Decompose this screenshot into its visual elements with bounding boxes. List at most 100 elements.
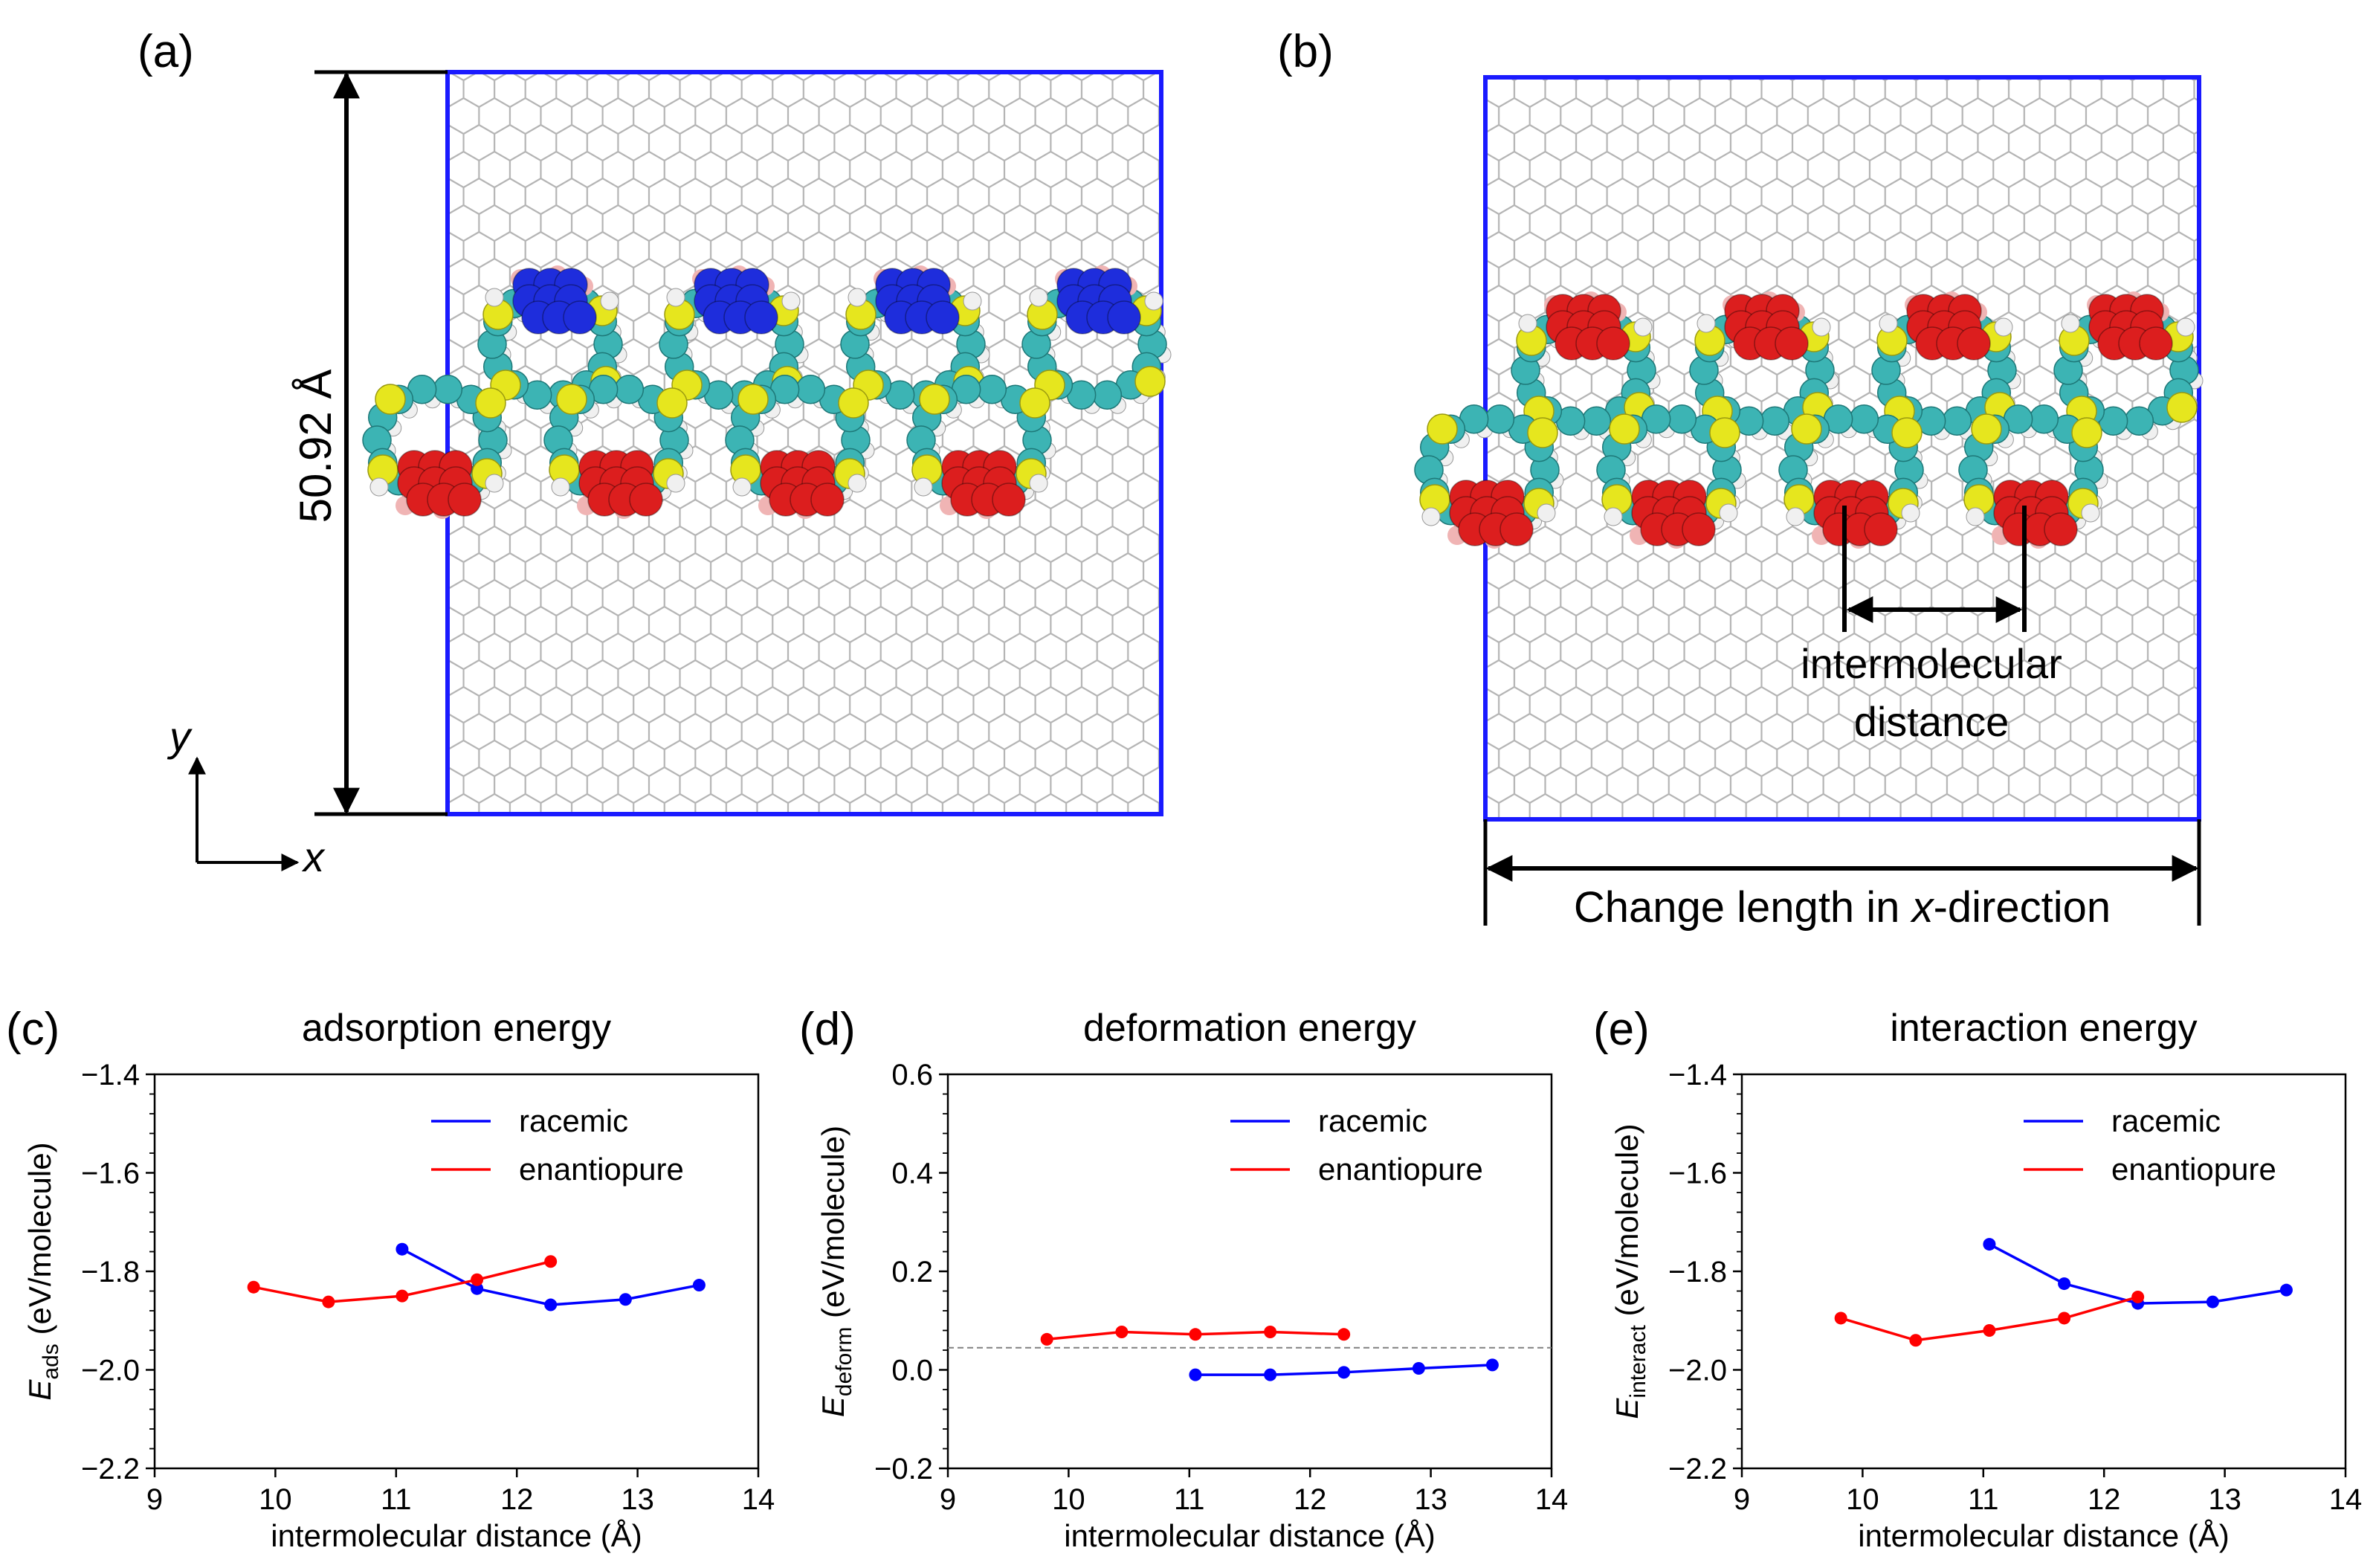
data-point-enantiopure [1834, 1311, 1847, 1325]
molecule-b-bottom-1-sulfur [1709, 417, 1740, 448]
data-point-racemic [1983, 1238, 1996, 1251]
molecule-a-top-3-hydrogen [1144, 291, 1163, 311]
molecule-b-top-1-hydrogen [1812, 317, 1831, 337]
data-point-racemic [2058, 1277, 2071, 1291]
molecule-a-top-0-hydrogen [600, 291, 619, 311]
x-tick-label: 11 [381, 1483, 412, 1516]
molecule-b-top-3-sulfur [2166, 392, 2198, 423]
molecule-a-top-2-hydrogen [848, 288, 867, 307]
molecule-a-bottom-2-sulfur [838, 387, 869, 419]
y-axis-symbol: E [816, 1396, 850, 1417]
molecule-a-bottom-2-core-atom [810, 483, 845, 517]
x-tick-label: 10 [1846, 1483, 1879, 1516]
x-axis-label: intermolecular distance (Å) [1858, 1518, 2230, 1553]
data-point-enantiopure [247, 1280, 260, 1294]
x-tick-label: 10 [259, 1483, 292, 1516]
molecule-b-bottom-1-hydrogen [1719, 503, 1738, 523]
molecule-a-bottom-1-sulfur [556, 384, 587, 415]
molecule-b-bottom-3-sulfur [1971, 413, 2002, 445]
molecule-a-bottom-1-core-atom [629, 483, 663, 517]
molecule-b-top-1-carbon [1760, 406, 1790, 436]
axis-x-label: x [301, 833, 326, 880]
molecule-a-bottom-3-carbon [977, 375, 1007, 404]
data-point-enantiopure [1337, 1328, 1351, 1341]
y-axis-subscript: deform [832, 1327, 856, 1396]
chart-1: (d) deformation energy 9 10 11 12 13 14 −0.2 0.0 0… [799, 1004, 1568, 1553]
molecule-b-bottom-2-hydrogen [1901, 503, 1920, 523]
molecule-b-top-2-hydrogen [1879, 314, 1898, 333]
y-axis-label: Eads (eV/molecule) [22, 1142, 63, 1400]
molecule-a-bottom-0-core-atom [448, 483, 482, 517]
plot-frame [153, 1073, 760, 1470]
data-point-enantiopure [1983, 1324, 1996, 1337]
y-tick-label: −1.6 [81, 1158, 140, 1190]
legend-label-racemic: racemic [1318, 1103, 1427, 1138]
molecule-b-bottom-1-carbon [1667, 404, 1697, 434]
x-tick-label: 13 [2208, 1483, 2241, 1516]
molecule-b-bottom-0-sulfur [1427, 413, 1458, 445]
molecule-a-top-3-core-atom [1107, 300, 1141, 335]
molecule-b-top-2-hydrogen [1994, 317, 2013, 337]
molecule-b-top-0-carbon [1581, 406, 1612, 436]
molecule-a-bottom-2 [725, 375, 875, 519]
molecule-a-bottom-3-sulfur [1019, 387, 1050, 419]
molecule-b-bottom-3-core-atom [2044, 512, 2078, 546]
data-point-enantiopure [471, 1273, 484, 1286]
molecule-a-bottom-1-sulfur [656, 387, 688, 419]
molecule-b-top-2-carbon [1942, 406, 1972, 436]
y-tick-label: 0.0 [891, 1355, 933, 1387]
molecule-b-bottom-2-core-atom [1864, 512, 1898, 546]
y-tick-label: −2.2 [1668, 1453, 1727, 1485]
molecule-b-bottom-0-sulfur [1527, 417, 1558, 448]
molecule-b-bottom-3-sulfur [2071, 417, 2102, 448]
y-axis-subscript: ads [39, 1343, 63, 1379]
molecule-a-bottom-0-hydrogen [485, 474, 504, 493]
molecule-b-bottom-3-carbon [2029, 404, 2059, 434]
y-axis-unit: (eV/molecule) [22, 1142, 57, 1343]
y-axis-symbol: E [1610, 1398, 1644, 1419]
data-point-racemic [396, 1242, 409, 1256]
data-point-racemic [544, 1298, 558, 1311]
molecule-b-top-1-hydrogen [1697, 314, 1716, 333]
data-point-enantiopure [1040, 1332, 1053, 1346]
molecule-b-bottom-2-hydrogen [1786, 507, 1805, 526]
molecule-a-bottom-3-core-atom [992, 483, 1026, 517]
molecule-b-bottom-1-hydrogen [1604, 507, 1623, 526]
change-length-prefix: Change length in [1574, 883, 1912, 932]
data-point-racemic [692, 1279, 706, 1292]
cell-border-a [445, 70, 1163, 816]
molecule-a-top-3 [1021, 265, 1172, 414]
molecule-b-bottom-2-sulfur [1791, 413, 1822, 445]
x-tick-label: 9 [146, 1483, 163, 1516]
x-tick-label: 12 [1294, 1483, 1327, 1516]
y-tick-label: 0.4 [891, 1158, 933, 1190]
plot-frame [946, 1073, 1553, 1470]
axis-y-label: y [167, 713, 193, 760]
molecule-b-top-3 [2053, 291, 2204, 440]
y-tick-label: 0.6 [891, 1059, 933, 1091]
molecule-b-top-3-hydrogen [2176, 317, 2195, 337]
molecule-b-bottom-3-hydrogen [1966, 507, 1985, 526]
molecule-b-top-3-hydrogen [2061, 314, 2080, 333]
molecule-a-bottom-3-sulfur [919, 384, 950, 415]
y-tick-label: −1.4 [81, 1059, 140, 1091]
data-point-enantiopure [322, 1295, 335, 1309]
y-tick-label: 0.2 [891, 1256, 933, 1288]
molecule-a-top-0 [477, 265, 627, 414]
y-axis-subscript: interact [1626, 1325, 1650, 1398]
data-point-enantiopure [1115, 1325, 1129, 1338]
molecule-b-bottom-0-hydrogen [1537, 503, 1556, 523]
y-axis-label: Einteract (eV/molecule) [1610, 1123, 1650, 1419]
x-tick-label: 9 [1734, 1483, 1750, 1516]
y-tick-label: −1.4 [1668, 1059, 1727, 1091]
molecule-a-top-3-carbon [1092, 380, 1123, 410]
molecule-a-top-0-hydrogen [485, 288, 504, 307]
molecule-a-bottom-2-hydrogen [848, 474, 867, 493]
molecule-b-top-0-hydrogen [1518, 314, 1537, 333]
legend-label-racemic: racemic [2111, 1103, 2221, 1138]
panel-label: (e) [1593, 1004, 1650, 1055]
x-tick-label: 9 [940, 1483, 956, 1516]
x-tick-label: 13 [1414, 1483, 1447, 1516]
x-tick-label: 12 [500, 1483, 534, 1516]
molecule-a-top-3-sulfur [1134, 366, 1166, 397]
